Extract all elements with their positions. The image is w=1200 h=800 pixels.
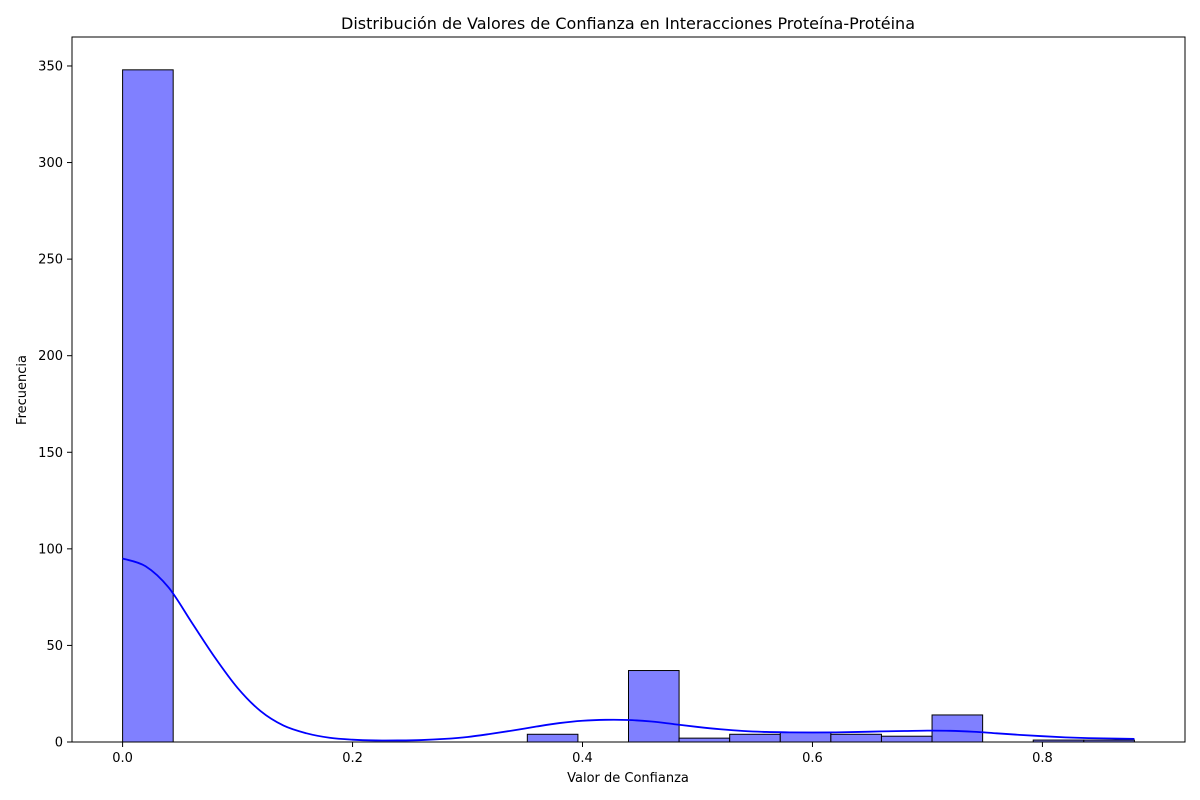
x-tick-label: 0.8 bbox=[1032, 751, 1053, 766]
x-tick-label: 0.2 bbox=[342, 751, 363, 766]
y-tick-label: 50 bbox=[46, 639, 63, 654]
x-tick-label: 0.6 bbox=[802, 751, 823, 766]
histogram-bar-0 bbox=[122, 69, 174, 743]
histogram-bar-2 bbox=[628, 670, 680, 743]
x-axis-label: Valor de Confianza bbox=[567, 771, 689, 786]
kde-curve-group bbox=[122, 557, 1135, 742]
y-tick-label: 150 bbox=[38, 446, 63, 461]
x-tick-label: 0.0 bbox=[112, 751, 133, 766]
histogram-bar-8 bbox=[931, 714, 984, 743]
y-tick-label: 300 bbox=[38, 156, 63, 171]
histogram-bar-5 bbox=[779, 731, 832, 743]
chart-title: Distribución de Valores de Confianza en … bbox=[341, 14, 915, 33]
histogram-bar-1 bbox=[526, 733, 579, 743]
histogram-bar-3 bbox=[678, 737, 731, 743]
y-tick-label: 250 bbox=[38, 253, 63, 268]
x-tick-label: 0.4 bbox=[572, 751, 593, 766]
kde-line bbox=[122, 557, 1135, 742]
y-tick-label: 200 bbox=[38, 349, 63, 364]
y-tick-label: 0 bbox=[55, 736, 63, 751]
y-tick-label: 100 bbox=[38, 542, 63, 557]
histogram-bar-6 bbox=[830, 733, 882, 743]
histogram-bar-4 bbox=[729, 733, 781, 743]
plot-frame bbox=[71, 36, 1186, 743]
histogram-bar-7 bbox=[880, 735, 933, 743]
y-axis-ticks: 0 50 100 150 200 250 300 350 bbox=[38, 59, 72, 751]
y-axis-label: Frecuencia bbox=[15, 355, 30, 425]
histogram-bars bbox=[122, 69, 1135, 743]
y-tick-label: 350 bbox=[38, 59, 63, 74]
x-axis-ticks: 0.0 0.2 0.4 0.6 0.8 bbox=[112, 742, 1053, 766]
